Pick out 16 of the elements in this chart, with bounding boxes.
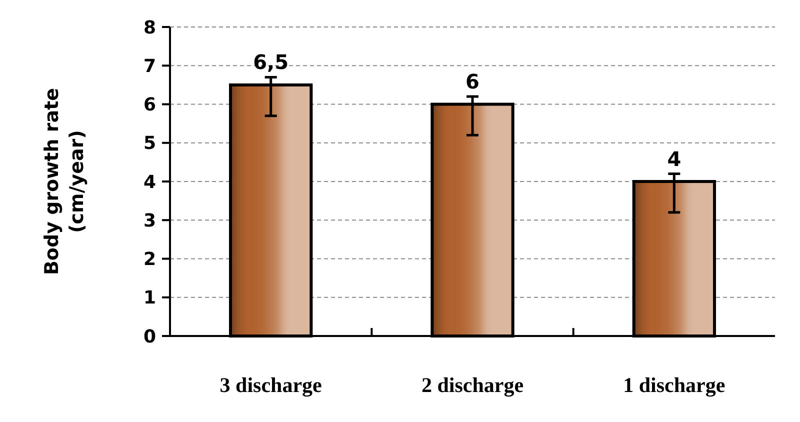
y-tick-label: 5 (143, 133, 156, 154)
y-tick-label: 1 (143, 288, 156, 309)
y-tick-label: 6 (143, 94, 156, 116)
y-tick-label: 3 (143, 210, 156, 232)
y-tick-label: 8 (143, 17, 156, 38)
y-tick-label: 2 (143, 249, 156, 270)
y-axis-title: Body growth rate (cm/year) (41, 88, 88, 276)
y-tick-label: 0 (143, 326, 156, 348)
data-label: 6,5 (253, 50, 289, 74)
data-label: 6 (466, 70, 480, 94)
data-label: 4 (667, 146, 682, 171)
y-tick-label: 7 (143, 56, 156, 77)
x-tick-label: 1 discharge (623, 373, 726, 397)
x-tick-label: 3 discharge (220, 373, 322, 397)
x-tick-label: 2 discharge (421, 373, 524, 397)
y-tick-label: 4 (143, 172, 156, 193)
